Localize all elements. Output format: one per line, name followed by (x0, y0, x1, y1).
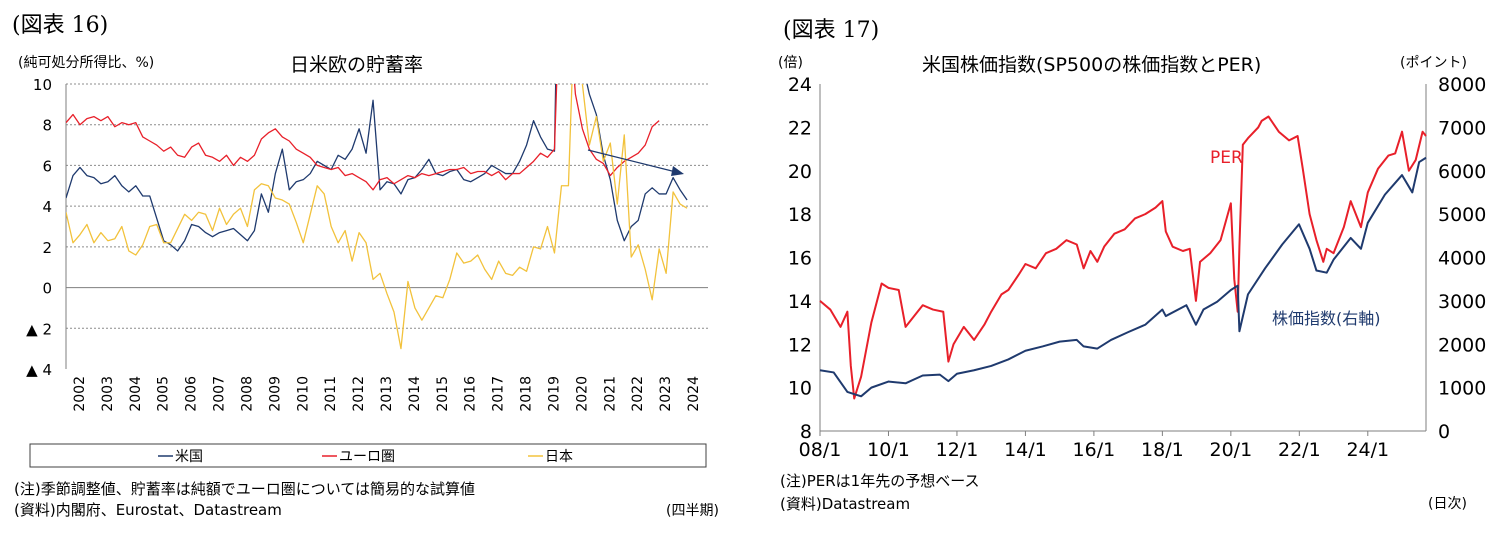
right-ytick-right-label: 4000 (1438, 248, 1486, 270)
left-ytick-label: 6 (42, 157, 52, 175)
left-xtick-label: 2008 (239, 376, 255, 412)
left-xtick-label: 2014 (407, 376, 423, 412)
left-xtick-label: 2022 (630, 376, 646, 412)
right-ytick-left-label: 20 (788, 161, 812, 183)
left-xtick-label: 2007 (212, 376, 228, 412)
right-ytick-left-label: 8 (800, 421, 812, 443)
left-xtick-label: 2005 (156, 376, 172, 412)
right-per-label: PER (1210, 148, 1243, 168)
left-xtick-label: 2004 (128, 376, 144, 412)
right-ytick-right-label: 0 (1438, 421, 1450, 443)
right-series-line-1 (819, 156, 1427, 398)
left-trend-arrow (587, 149, 677, 173)
right-ytick-right-label: 2000 (1438, 334, 1486, 356)
left-ytick-label: 10 (33, 76, 52, 94)
left-ytick-label: 8 (42, 117, 52, 135)
right-ytick-right-label: 5000 (1438, 204, 1486, 226)
left-xtick-label: 2019 (546, 376, 562, 412)
left-ytick-label: 0 (42, 280, 52, 298)
figure-label-17: (図表 17) (783, 18, 880, 43)
left-note-2: (資料)内閣府、Eurostat、Datastream (14, 501, 282, 519)
left-xtick-label: 2015 (435, 376, 451, 412)
left-legend-box (29, 443, 707, 468)
left-xtick-label: 2018 (519, 376, 535, 412)
figure-label-16: (図表 16) (12, 13, 109, 38)
left-trend-arrow-head (671, 166, 684, 176)
left-xtick-label: 2011 (323, 376, 339, 412)
right-xtick-label: 18/1 (1141, 439, 1184, 461)
right-ytick-left-label: 10 (788, 378, 812, 400)
left-xtick-label: 2017 (491, 376, 507, 412)
right-series-line-0 (819, 115, 1427, 400)
left-xtick-label: 2010 (295, 376, 311, 412)
left-y-unit-label: (純可処分所得比、%) (18, 55, 155, 71)
left-ytick-label: ▲ 4 (26, 361, 52, 379)
left-xtick-label: 2023 (658, 376, 674, 412)
right-ytick-right-label: 6000 (1438, 161, 1486, 183)
right-ytick-left-label: 16 (788, 248, 812, 270)
left-series-line-2 (66, 84, 688, 350)
left-xtick-label: 2013 (379, 376, 395, 412)
right-xtick-label: 12/1 (936, 439, 979, 461)
left-x-unit-label: (四半期) (666, 503, 719, 519)
right-note-1: (注)PERは1年先の予想ベース (780, 472, 980, 490)
left-xtick-label: 2024 (686, 376, 702, 412)
right-ytick-left-label: 12 (788, 334, 812, 356)
left-xtick-label: 2012 (351, 376, 367, 412)
right-xtick-label: 22/1 (1278, 439, 1321, 461)
left-ytick-label: ▲ 2 (26, 320, 52, 338)
left-legend-label-0: 米国 (175, 449, 203, 465)
right-ytick-right-label: 3000 (1438, 291, 1486, 313)
right-x-unit-label: (日次) (1428, 496, 1467, 512)
right-ytick-left-label: 22 (788, 117, 812, 139)
right-chart-title: 米国株価指数(SP500の株価指数とPER) (922, 54, 1262, 76)
left-chart-title: 日米欧の貯蓄率 (290, 54, 424, 76)
left-xtick-label: 2016 (463, 376, 479, 412)
right-note-2: (資料)Datastream (780, 495, 911, 513)
right-y-left-unit-label: (倍) (778, 55, 803, 71)
right-ytick-left-label: 14 (788, 291, 812, 313)
left-legend-label-1: ユーロ圏 (339, 449, 395, 465)
right-ytick-left-label: 24 (788, 74, 812, 96)
right-ytick-right-label: 1000 (1438, 378, 1486, 400)
right-xtick-label: 10/1 (867, 439, 910, 461)
right-y-right-unit-label: (ポイント) (1400, 55, 1467, 71)
left-ytick-label: 2 (42, 239, 52, 257)
right-xtick-label: 08/1 (799, 439, 842, 461)
right-ytick-right-label: 8000 (1438, 74, 1486, 96)
left-xtick-label: 2003 (100, 376, 116, 412)
left-note-1: (注)季節調整値、貯蓄率は純額でユーロ圏については簡易的な試算値 (14, 480, 475, 498)
right-xtick-label: 16/1 (1073, 439, 1116, 461)
left-series-line-1 (66, 84, 660, 191)
left-legend-label-2: 日本 (545, 449, 573, 465)
right-ytick-left-label: 18 (788, 204, 812, 226)
right-index-label: 株価指数(右軸) (1272, 309, 1381, 328)
left-xtick-label: 2002 (72, 376, 88, 412)
right-xtick-label: 20/1 (1210, 439, 1253, 461)
left-ytick-label: 4 (42, 198, 52, 216)
left-xtick-label: 2009 (267, 376, 283, 412)
left-xtick-label: 2021 (602, 376, 618, 412)
left-series-line-0 (66, 84, 688, 252)
right-xtick-label: 24/1 (1346, 439, 1389, 461)
left-xtick-label: 2020 (574, 376, 590, 412)
left-xtick-label: 2006 (184, 376, 200, 412)
right-ytick-right-label: 7000 (1438, 117, 1486, 139)
right-xtick-label: 14/1 (1004, 439, 1047, 461)
